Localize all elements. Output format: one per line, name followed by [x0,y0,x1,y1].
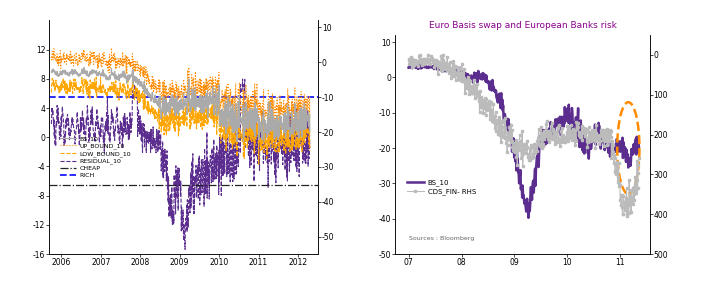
Text: Sources : Bloomberg: Sources : Bloomberg [409,236,474,241]
Legend: BS_10, UP_BOUND_10, LOW_BOUND_10, RESIDUAL_10, CHEAP, RICH: BS_10, UP_BOUND_10, LOW_BOUND_10, RESIDU… [58,133,133,181]
Legend: BS_10, CDS_FIN- RHS: BS_10, CDS_FIN- RHS [404,177,479,198]
Title: Euro Basis swap and European Banks risk: Euro Basis swap and European Banks risk [429,21,616,30]
